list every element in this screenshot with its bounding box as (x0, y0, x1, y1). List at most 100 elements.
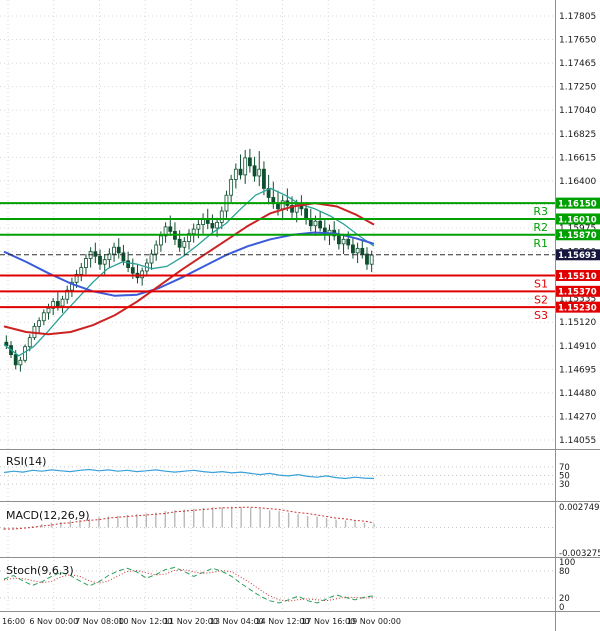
candle-body (116, 246, 121, 254)
candle-body (313, 220, 318, 227)
candle-body (177, 238, 182, 248)
price-tick-label: 1.14055 (559, 436, 596, 446)
candle-body (187, 233, 191, 242)
candle-body (369, 254, 374, 265)
resistance-label-r2: R2 (533, 221, 548, 234)
candle-body (318, 220, 323, 229)
resistance-label-r1: R1 (533, 237, 548, 250)
time-tick-label: 13 Nov 04:00 (210, 617, 264, 626)
candle-body (168, 226, 173, 232)
candle-body (229, 178, 234, 196)
candle-body (219, 210, 224, 223)
candle-body (336, 235, 341, 245)
rsi-plot (3, 468, 375, 480)
candle-body (23, 346, 27, 361)
candle-body (233, 168, 238, 180)
candle-body (18, 359, 23, 366)
time-tick-label: 14 Nov 12:00 (256, 617, 310, 626)
price-tick-label: 1.15120 (559, 318, 596, 328)
candle-body (360, 247, 365, 255)
candle-body (252, 165, 257, 177)
candle-body (140, 270, 145, 279)
rsi-line (3, 468, 375, 480)
resistance-badge-r3-text: 1.16150 (558, 200, 597, 210)
candle-body (102, 259, 107, 265)
candle-body (266, 188, 271, 198)
candle-body (304, 208, 308, 220)
candle-body (65, 289, 70, 300)
support-badge-s3-text: 1.15230 (558, 304, 597, 314)
resistance-badge-r2 (556, 213, 600, 225)
resistance-badge-r1 (556, 229, 600, 241)
support-badge-s1 (556, 269, 600, 281)
price-levels: R3 R2 R1 S1 S2 S3 (0, 202, 556, 322)
candle-body (46, 307, 51, 314)
rsi-scale-label: 30 (559, 480, 570, 490)
rsi-scale-label: 70 (559, 463, 570, 473)
price-tick-label: 1.16615 (559, 153, 596, 163)
candle-body (74, 273, 79, 283)
candle-body (130, 267, 135, 274)
time-tick-label: 6 Nov 00:00 (29, 617, 78, 626)
axis-price-badges: 1.16150 1.16010 1.15870 1.15693 1.15510 1.153… (556, 197, 600, 314)
candle-body (13, 354, 18, 366)
candles (4, 148, 374, 372)
time-tick-label: 19 Nov 00:00 (347, 617, 401, 626)
candle-body (365, 253, 369, 265)
candle-body (51, 301, 56, 309)
candle-body (294, 203, 299, 213)
candle-body (55, 301, 60, 307)
rsi-scale-label: 50 (559, 472, 570, 482)
price-tick-label: 1.14480 (559, 389, 596, 399)
candle-body (238, 168, 243, 176)
time-tick-label: 16:00 (2, 617, 25, 626)
time-tick-label: 7 Nov 08:00 (75, 617, 124, 626)
candle-body (247, 157, 252, 167)
candle-body (112, 246, 116, 255)
ma-blue-line (3, 231, 375, 297)
candle-body (79, 267, 84, 275)
price-tick-label: 1.14270 (559, 412, 596, 422)
candle-body (280, 200, 285, 210)
candle-body (257, 168, 262, 177)
candle-body (341, 238, 346, 245)
candle-body (355, 247, 360, 254)
time-tick-label: 11 Nov 20:00 (164, 617, 218, 626)
time-tick-label: 17 Nov 16:00 (301, 617, 355, 626)
price-tick-label: 1.17040 (559, 106, 596, 116)
support-badge-s2-text: 1.15370 (558, 288, 597, 298)
stoch-scale-label: 0 (559, 603, 564, 613)
indicator-level-lines (0, 466, 556, 599)
candle-body (196, 224, 201, 230)
candle-body (154, 244, 159, 255)
support-label-s3: S3 (534, 309, 548, 322)
price-tick-label: 1.15335 (559, 295, 596, 305)
stoch-scale-label: 80 (559, 567, 570, 577)
candle-body (60, 298, 65, 307)
candle-body (290, 204, 294, 213)
current-price-badge-text: 1.15693 (558, 251, 597, 261)
price-tick-label: 1.16400 (559, 177, 596, 187)
candle-body (351, 244, 355, 254)
support-label-s2: S2 (534, 293, 548, 306)
support-label-s1: S1 (534, 277, 548, 290)
price-tick-label: 1.17650 (559, 36, 596, 46)
candle-body (98, 255, 102, 265)
candle-body (191, 228, 196, 235)
candle-body (346, 238, 351, 246)
price-tick-label: 1.15975 (559, 224, 596, 234)
price-tick-label: 1.16825 (559, 130, 596, 140)
support-badge-s1-text: 1.15510 (558, 272, 597, 282)
support-badge-s2 (556, 285, 600, 297)
time-tick-label: 10 Nov 12:00 (118, 617, 172, 626)
candle-body (163, 226, 168, 237)
stoch-k-line (3, 566, 375, 604)
candle-body (107, 253, 112, 261)
candle-body (70, 281, 74, 291)
candle-body (84, 258, 88, 268)
candle-body (158, 235, 163, 246)
candle-body (215, 221, 220, 229)
candle-body (41, 312, 46, 322)
